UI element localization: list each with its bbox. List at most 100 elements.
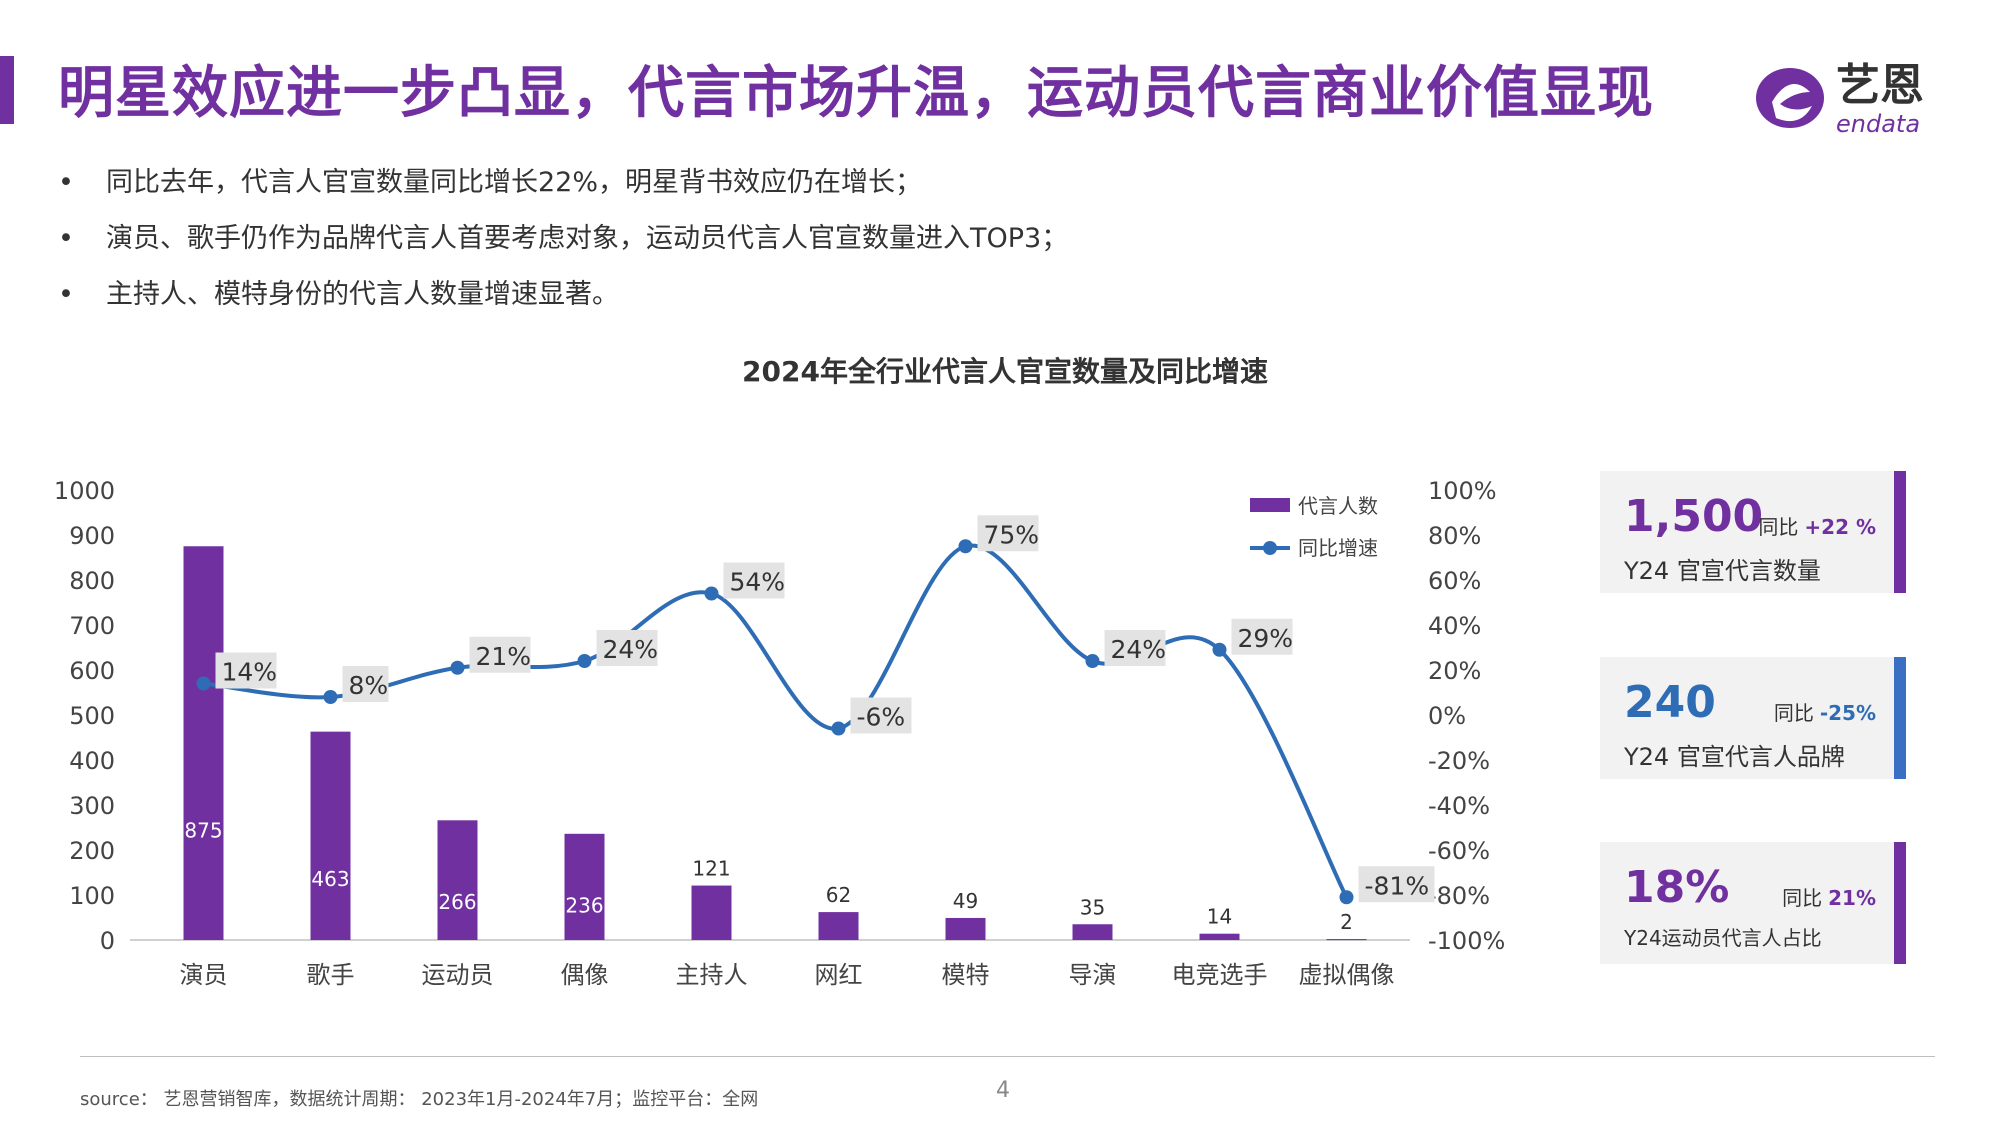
y-right-tick-label: -100% bbox=[1428, 927, 1505, 955]
kpi-accent-bar bbox=[1894, 842, 1906, 964]
growth-rate-point bbox=[577, 654, 592, 668]
kpi-yoy-label: 同比 bbox=[1782, 886, 1823, 910]
kpi-yoy-label: 同比 bbox=[1773, 701, 1814, 725]
kpi-value: 18% bbox=[1624, 862, 1730, 913]
page-number: 4 bbox=[996, 1078, 1010, 1103]
growth-rate-label: -81% bbox=[1365, 871, 1430, 900]
kpi-card-brand-count: 240 同比 -25% Y24 官宣代言人品牌 bbox=[1600, 657, 1906, 779]
kpi-yoy-value: +22 % bbox=[1804, 515, 1876, 539]
page-title: 明星效应进一步凸显，代言市场升温，运动员代言商业价值显现 bbox=[58, 61, 1654, 126]
bar bbox=[310, 731, 351, 940]
title-accent-bar bbox=[0, 56, 14, 124]
bar bbox=[1199, 933, 1240, 940]
legend-label-line: 同比增速 bbox=[1298, 536, 1378, 560]
y-left-tick-label: 700 bbox=[69, 612, 115, 640]
kpi-label: Y24 官宣代言数量 bbox=[1624, 557, 1821, 585]
growth-label-box bbox=[342, 666, 389, 702]
growth-rate-label: 75% bbox=[984, 520, 1040, 549]
bar-value-label: 875 bbox=[184, 819, 222, 843]
y-right-tick-label: -80% bbox=[1428, 882, 1490, 910]
bullet-item: • 主持人、模特身份的代言人数量增速显著。 bbox=[58, 274, 1068, 330]
x-category-label: 主持人 bbox=[676, 961, 748, 989]
growth-rate-point bbox=[196, 676, 211, 691]
bar-value-label: 49 bbox=[953, 889, 978, 913]
growth-label-box bbox=[596, 630, 658, 666]
x-category-label: 电竞选手 bbox=[1172, 961, 1268, 989]
growth-rate-point bbox=[1212, 642, 1227, 657]
bar bbox=[183, 546, 224, 940]
bar-value-label: 236 bbox=[565, 893, 603, 917]
y-left-tick-label: 900 bbox=[69, 522, 115, 550]
growth-rate-label: 24% bbox=[1111, 635, 1167, 664]
kpi-yoy: 同比 -25% bbox=[1774, 697, 1876, 726]
x-category-label: 导演 bbox=[1069, 961, 1117, 989]
growth-rate-point bbox=[450, 660, 465, 675]
growth-rate-label: 8% bbox=[349, 671, 389, 700]
summary-bullets: • 同比去年，代言人官宣数量同比增长22%，明星背书效应仍在增长； • 演员、歌手仍… bbox=[58, 162, 1068, 330]
y-left-tick-label: 200 bbox=[69, 837, 115, 865]
bar bbox=[945, 917, 986, 940]
growth-rate-point bbox=[704, 586, 719, 601]
x-category-label: 偶像 bbox=[561, 961, 609, 989]
kpi-yoy: 同比 +22 % bbox=[1758, 511, 1876, 540]
kpi-label: Y24 官宣代言人品牌 bbox=[1624, 743, 1845, 771]
y-left-tick-label: 0 bbox=[100, 927, 115, 955]
growth-rate-label: 54% bbox=[730, 568, 786, 597]
growth-label-box bbox=[469, 636, 531, 673]
y-right-tick-label: 20% bbox=[1428, 657, 1481, 685]
kpi-card-athlete-share: 18% 同比 21% Y24运动员代言人占比 bbox=[1600, 842, 1906, 964]
growth-rate-point bbox=[831, 721, 846, 736]
legend-swatch-point bbox=[1263, 541, 1277, 555]
growth-rate-point bbox=[958, 539, 973, 554]
y-right-tick-label: -20% bbox=[1428, 747, 1490, 775]
kpi-yoy-value: -25% bbox=[1819, 701, 1876, 725]
legend-label-bar: 代言人数 bbox=[1298, 494, 1378, 518]
growth-label-box bbox=[1231, 618, 1293, 655]
y-left-tick-label: 100 bbox=[69, 882, 115, 910]
growth-label-box bbox=[215, 652, 277, 689]
bullet-item: • 同比去年，代言人官宣数量同比增长22%，明星背书效应仍在增长； bbox=[58, 162, 1068, 218]
growth-rate-point bbox=[323, 690, 338, 704]
bar-value-label: 14 bbox=[1207, 905, 1232, 929]
legend-swatch-bar bbox=[1250, 498, 1290, 512]
growth-rate-line bbox=[203, 543, 1349, 899]
y-left-tick-label: 600 bbox=[69, 657, 115, 685]
kpi-value: 1,500 bbox=[1624, 491, 1764, 542]
y-right-tick-label: 40% bbox=[1428, 612, 1481, 640]
y-right-tick-label: -40% bbox=[1428, 792, 1490, 820]
bar-value-label: 2 bbox=[1340, 910, 1353, 934]
logo-text: 艺恩 bbox=[1836, 60, 1924, 111]
x-category-label: 虚拟偶像 bbox=[1299, 961, 1395, 989]
bullet-text: 主持人、模特身份的代言人数量增速显著。 bbox=[106, 279, 619, 310]
logo-subtext: endata bbox=[1836, 110, 1920, 138]
bar bbox=[1072, 924, 1113, 940]
bullet-symbol: • bbox=[58, 279, 74, 310]
bullet-symbol: • bbox=[58, 167, 74, 198]
x-category-label: 运动员 bbox=[422, 961, 494, 989]
bar-value-label: 35 bbox=[1080, 895, 1105, 919]
y-right-tick-label: 80% bbox=[1428, 522, 1481, 550]
bar bbox=[564, 833, 605, 940]
source-note: source： 艺恩营销智库，数据统计周期： 2023年1月-2024年7月；监… bbox=[80, 1089, 759, 1110]
kpi-value: 240 bbox=[1624, 677, 1716, 728]
growth-rate-label: -6% bbox=[857, 703, 906, 732]
bar-value-label: 266 bbox=[438, 890, 476, 914]
growth-rate-label: 21% bbox=[476, 642, 532, 671]
growth-label-box bbox=[1358, 866, 1435, 903]
growth-label-box bbox=[723, 562, 785, 599]
y-left-tick-label: 300 bbox=[69, 792, 115, 820]
bar bbox=[437, 820, 478, 940]
kpi-yoy-value: 21% bbox=[1828, 886, 1876, 910]
bar bbox=[818, 912, 859, 940]
combo-chart: 0 100 200 300 400 500 600 700 800 900 1000 -100% -80… bbox=[54, 477, 1505, 989]
growth-label-box bbox=[1104, 630, 1166, 666]
y-right-tick-label: -60% bbox=[1428, 837, 1490, 865]
growth-rate-point bbox=[1339, 890, 1354, 905]
bullet-text: 同比去年，代言人官宣数量同比增长22%，明星背书效应仍在增长； bbox=[106, 167, 923, 198]
kpi-accent-bar bbox=[1894, 657, 1906, 779]
kpi-label: Y24运动员代言人占比 bbox=[1624, 926, 1822, 950]
bar bbox=[691, 885, 732, 940]
kpi-yoy-label: 同比 bbox=[1758, 515, 1799, 539]
growth-rate-point bbox=[1085, 654, 1100, 668]
growth-rate-label: 29% bbox=[1238, 624, 1294, 653]
